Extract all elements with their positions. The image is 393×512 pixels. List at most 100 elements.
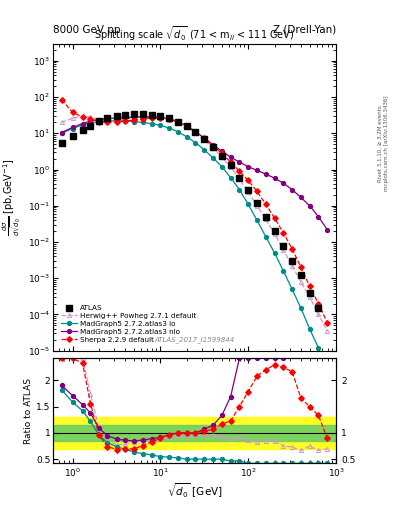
MadGraph5 2.7.2.atlas3 nlo xyxy=(237,159,242,165)
Herwig++ Powheg 2.7.1 default xyxy=(175,119,180,125)
MadGraph5 2.7.2.atlas3 nlo xyxy=(299,195,303,201)
Herwig++ Powheg 2.7.1 default xyxy=(114,117,119,123)
Sherpa 2.2.9 default xyxy=(228,159,233,165)
MadGraph5 2.7.2.atlas3 lo xyxy=(114,118,119,124)
Text: mcplots.cern.ch [arXiv:1306.3436]: mcplots.cern.ch [arXiv:1306.3436] xyxy=(384,96,389,191)
ATLAS xyxy=(59,140,64,146)
MadGraph5 2.7.2.atlas3 nlo xyxy=(290,186,294,193)
ATLAS xyxy=(132,112,136,118)
Line: Sherpa 2.2.9 default: Sherpa 2.2.9 default xyxy=(60,98,329,325)
ATLAS xyxy=(228,162,233,168)
ATLAS xyxy=(193,129,198,135)
MadGraph5 2.7.2.atlas3 lo xyxy=(193,140,198,146)
Text: ATLAS_2017_I1599844: ATLAS_2017_I1599844 xyxy=(154,336,235,343)
MadGraph5 2.7.2.atlas3 lo xyxy=(202,147,207,153)
ATLAS xyxy=(88,123,93,129)
Title: Splitting scale $\sqrt{d_0}$ (71 < m$_{ll}$ < 111 GeV): Splitting scale $\sqrt{d_0}$ (71 < m$_{l… xyxy=(94,25,295,44)
Sherpa 2.2.9 default xyxy=(59,97,64,103)
Sherpa 2.2.9 default xyxy=(97,119,101,125)
Line: Herwig++ Powheg 2.7.1 default: Herwig++ Powheg 2.7.1 default xyxy=(59,114,329,333)
ATLAS xyxy=(290,258,294,264)
MadGraph5 2.7.2.atlas3 lo xyxy=(184,134,189,140)
Sherpa 2.2.9 default xyxy=(132,117,136,123)
Sherpa 2.2.9 default xyxy=(237,168,242,174)
Sherpa 2.2.9 default xyxy=(114,119,119,125)
Sherpa 2.2.9 default xyxy=(272,215,277,221)
Herwig++ Powheg 2.7.1 default xyxy=(325,328,330,334)
Herwig++ Powheg 2.7.1 default xyxy=(246,189,251,195)
MadGraph5 2.7.2.atlas3 nlo xyxy=(219,148,224,154)
Sherpa 2.2.9 default xyxy=(316,301,321,307)
Herwig++ Powheg 2.7.1 default xyxy=(307,294,312,300)
Legend: ATLAS, Herwig++ Powheg 2.7.1 default, MadGraph5 2.7.2.atlas3 lo, MadGraph5 2.7.2: ATLAS, Herwig++ Powheg 2.7.1 default, Ma… xyxy=(59,304,198,344)
Sherpa 2.2.9 default xyxy=(202,135,207,141)
MadGraph5 2.7.2.atlas3 lo xyxy=(123,118,128,124)
MadGraph5 2.7.2.atlas3 lo xyxy=(228,175,233,181)
Herwig++ Powheg 2.7.1 default xyxy=(202,136,207,142)
Sherpa 2.2.9 default xyxy=(158,115,163,121)
Herwig++ Powheg 2.7.1 default xyxy=(193,130,198,136)
Sherpa 2.2.9 default xyxy=(88,116,93,122)
MadGraph5 2.7.2.atlas3 lo xyxy=(290,286,294,292)
ATLAS xyxy=(211,144,215,150)
ATLAS xyxy=(255,200,259,206)
X-axis label: $\sqrt{d_0}$ [GeV]: $\sqrt{d_0}$ [GeV] xyxy=(167,481,222,500)
Herwig++ Powheg 2.7.1 default xyxy=(219,154,224,160)
Herwig++ Powheg 2.7.1 default xyxy=(237,176,242,182)
Sherpa 2.2.9 default xyxy=(299,264,303,270)
Herwig++ Powheg 2.7.1 default xyxy=(316,311,321,317)
ATLAS xyxy=(299,272,303,279)
MadGraph5 2.7.2.atlas3 nlo xyxy=(59,130,64,136)
Herwig++ Powheg 2.7.1 default xyxy=(59,119,64,125)
MadGraph5 2.7.2.atlas3 lo xyxy=(97,119,101,125)
Herwig++ Powheg 2.7.1 default xyxy=(290,263,294,269)
MadGraph5 2.7.2.atlas3 nlo xyxy=(175,119,180,125)
MadGraph5 2.7.2.atlas3 lo xyxy=(281,268,286,274)
MadGraph5 2.7.2.atlas3 lo xyxy=(59,130,64,136)
ATLAS xyxy=(202,136,207,142)
Sherpa 2.2.9 default xyxy=(219,150,224,156)
ATLAS xyxy=(307,290,312,296)
Text: Rivet 3.1.10, ≥ 3.2M events: Rivet 3.1.10, ≥ 3.2M events xyxy=(378,105,383,182)
Line: MadGraph5 2.7.2.atlas3 lo: MadGraph5 2.7.2.atlas3 lo xyxy=(60,119,329,372)
MadGraph5 2.7.2.atlas3 nlo xyxy=(272,175,277,181)
Sherpa 2.2.9 default xyxy=(307,283,312,289)
Herwig++ Powheg 2.7.1 default xyxy=(88,114,93,120)
Sherpa 2.2.9 default xyxy=(193,129,198,135)
Text: 8000 GeV pp: 8000 GeV pp xyxy=(53,25,121,35)
Herwig++ Powheg 2.7.1 default xyxy=(255,203,259,209)
Herwig++ Powheg 2.7.1 default xyxy=(167,116,171,122)
Sherpa 2.2.9 default xyxy=(184,123,189,129)
MadGraph5 2.7.2.atlas3 nlo xyxy=(88,118,93,124)
MadGraph5 2.7.2.atlas3 lo xyxy=(158,122,163,129)
ATLAS xyxy=(70,133,75,139)
MadGraph5 2.7.2.atlas3 lo xyxy=(325,367,330,373)
Herwig++ Powheg 2.7.1 default xyxy=(70,115,75,121)
MadGraph5 2.7.2.atlas3 lo xyxy=(299,305,303,311)
ATLAS xyxy=(97,118,101,124)
MadGraph5 2.7.2.atlas3 lo xyxy=(237,186,242,193)
MadGraph5 2.7.2.atlas3 lo xyxy=(255,217,259,223)
Sherpa 2.2.9 default xyxy=(140,116,145,122)
Sherpa 2.2.9 default xyxy=(105,119,110,125)
ATLAS xyxy=(158,113,163,119)
MadGraph5 2.7.2.atlas3 lo xyxy=(140,119,145,125)
ATLAS xyxy=(263,214,268,220)
MadGraph5 2.7.2.atlas3 lo xyxy=(88,120,93,126)
Sherpa 2.2.9 default xyxy=(263,201,268,207)
MadGraph5 2.7.2.atlas3 lo xyxy=(263,233,268,240)
Sherpa 2.2.9 default xyxy=(167,116,171,122)
MadGraph5 2.7.2.atlas3 nlo xyxy=(80,120,85,126)
Herwig++ Powheg 2.7.1 default xyxy=(299,279,303,285)
ATLAS xyxy=(149,112,154,118)
MadGraph5 2.7.2.atlas3 lo xyxy=(219,164,224,170)
MadGraph5 2.7.2.atlas3 nlo xyxy=(246,164,251,170)
Herwig++ Powheg 2.7.1 default xyxy=(211,144,215,151)
Line: ATLAS: ATLAS xyxy=(59,112,321,311)
ATLAS xyxy=(167,115,171,121)
Text: Z (Drell-Yan): Z (Drell-Yan) xyxy=(273,25,336,35)
MadGraph5 2.7.2.atlas3 lo xyxy=(307,326,312,332)
Sherpa 2.2.9 default xyxy=(175,119,180,125)
MadGraph5 2.7.2.atlas3 nlo xyxy=(228,154,233,160)
MadGraph5 2.7.2.atlas3 nlo xyxy=(263,171,268,177)
